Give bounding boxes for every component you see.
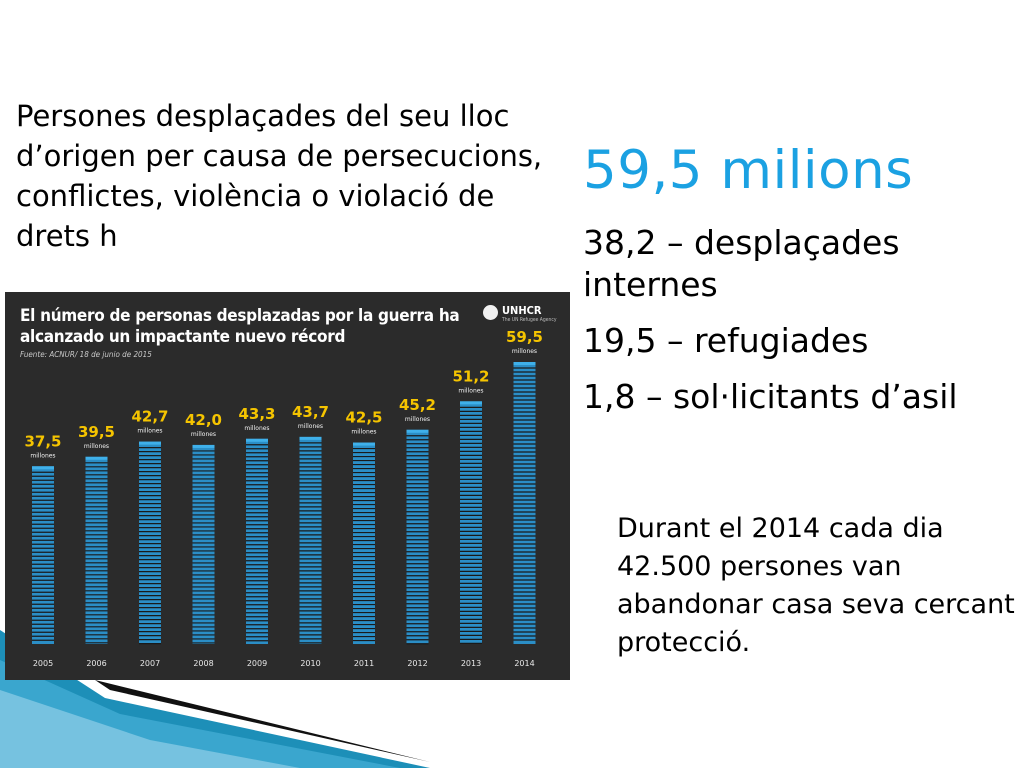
unit-label: millones bbox=[84, 443, 109, 450]
unit-label: millones bbox=[351, 429, 376, 436]
value-label-2008: 42,0 bbox=[185, 411, 222, 429]
displacement-infographic: El número de personas desplazadas por la… bbox=[5, 292, 570, 680]
bar-2014 bbox=[513, 362, 536, 644]
stat-asylum-seekers: 1,8 – sol·licitants d’asil bbox=[583, 377, 958, 416]
x-tick-2007: 2007 bbox=[140, 659, 160, 668]
stats-list: 38,2 – desplaçades internes 19,5 – refug… bbox=[583, 222, 1003, 432]
x-tick-2005: 2005 bbox=[33, 659, 53, 668]
bar-rect bbox=[32, 466, 54, 644]
bar-cap bbox=[406, 429, 429, 433]
daily-displacement-note: Durant el 2014 cada dia 42.500 persones … bbox=[617, 513, 1015, 658]
x-tick-2010: 2010 bbox=[300, 659, 320, 668]
headline-total: 59,5 milions bbox=[583, 140, 914, 201]
value-label-2011: 42,5 bbox=[345, 409, 382, 427]
x-tick-2006: 2006 bbox=[86, 659, 106, 668]
bar-2009 bbox=[246, 438, 268, 644]
bar-cap bbox=[513, 362, 536, 365]
unhcr-logo-subtitle: The UN Refugee Agency bbox=[502, 317, 557, 323]
unit-label: millones bbox=[137, 428, 162, 435]
unit-label: millones bbox=[405, 416, 430, 423]
x-tick-2011: 2011 bbox=[354, 659, 374, 668]
bar-2013 bbox=[460, 401, 482, 644]
x-tick-2014: 2014 bbox=[514, 659, 534, 668]
bar-cap bbox=[85, 456, 108, 460]
displacement-bar-chart: 37,5 millones 2005 39,5 millones 2006 42,7 mill… bbox=[24, 328, 543, 668]
unit-label: millones bbox=[244, 425, 269, 432]
unhcr-emblem-icon bbox=[483, 305, 498, 320]
bar-2011 bbox=[353, 442, 375, 644]
value-label-2014: 59,5 bbox=[506, 328, 543, 346]
stat-refugees: 19,5 – refugiades bbox=[583, 321, 869, 360]
value-label-2010: 43,7 bbox=[292, 403, 329, 421]
value-label-2009: 43,3 bbox=[238, 405, 275, 423]
bar-2010 bbox=[299, 436, 322, 644]
bar-cap bbox=[139, 441, 161, 445]
unhcr-logo-name: UNHCR bbox=[502, 304, 542, 317]
infographic-source: Fuente: ACNUR/ 18 de junio de 2015 bbox=[20, 350, 152, 359]
bar-2007 bbox=[139, 441, 161, 645]
bar-2006 bbox=[85, 456, 108, 644]
unit-label: millones bbox=[30, 452, 55, 459]
bar-2012 bbox=[406, 429, 429, 645]
bar-cap bbox=[353, 442, 375, 446]
unhcr-logo: UNHCR The UN Refugee Agency bbox=[483, 305, 557, 323]
value-label-2006: 39,5 bbox=[78, 423, 115, 441]
x-tick-2009: 2009 bbox=[247, 659, 267, 668]
unit-label: millones bbox=[512, 348, 537, 355]
decorative-swoosh bbox=[0, 630, 430, 768]
intro-text: Persones desplaçades del seu lloc d’orig… bbox=[16, 99, 543, 253]
bar-cap bbox=[192, 444, 215, 448]
x-tick-2008: 2008 bbox=[193, 659, 213, 668]
bar-cap bbox=[246, 438, 268, 442]
bar-2008 bbox=[192, 444, 215, 644]
bar-cap bbox=[299, 436, 322, 440]
value-label-2007: 42,7 bbox=[131, 408, 168, 426]
unit-label: millones bbox=[458, 387, 483, 394]
x-tick-2012: 2012 bbox=[407, 659, 427, 668]
value-label-2005: 37,5 bbox=[24, 432, 61, 450]
bar-cap bbox=[32, 466, 54, 470]
bar-2005 bbox=[32, 466, 54, 644]
unit-label: millones bbox=[298, 423, 323, 430]
bar-cap bbox=[460, 401, 482, 405]
x-tick-2013: 2013 bbox=[461, 659, 481, 668]
infographic-title: El número de personas desplazadas por la… bbox=[20, 306, 460, 347]
stat-internally-displaced: 38,2 – desplaçades internes bbox=[583, 223, 900, 304]
value-label-2013: 51,2 bbox=[452, 367, 489, 385]
bar-rect bbox=[299, 436, 322, 644]
value-label-2012: 45,2 bbox=[399, 396, 436, 414]
unit-label: millones bbox=[191, 431, 216, 438]
